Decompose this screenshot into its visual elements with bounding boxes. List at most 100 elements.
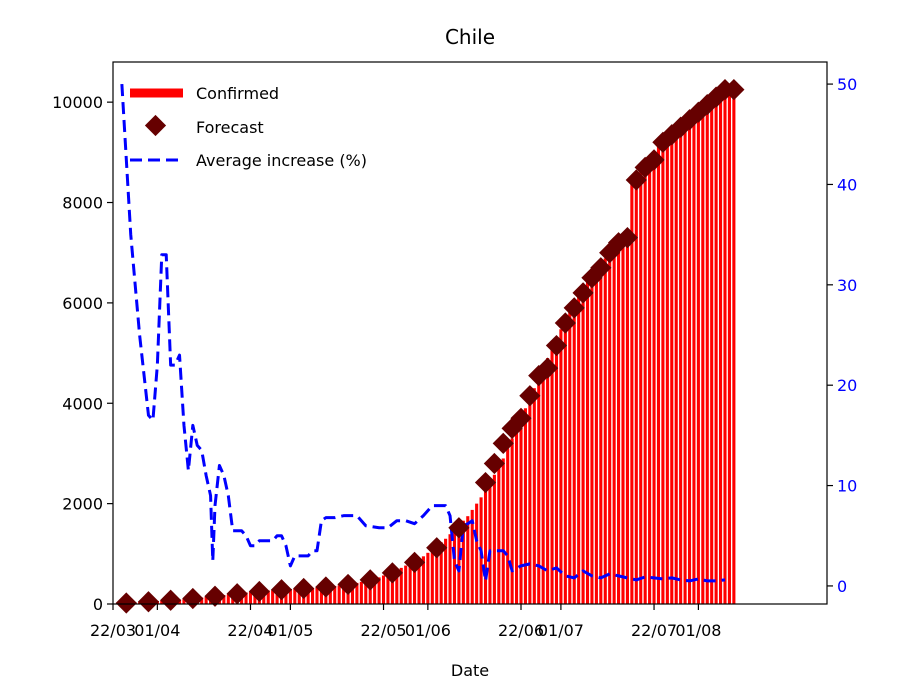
confirmed-bar xyxy=(421,556,425,604)
confirmed-bar xyxy=(364,580,368,604)
confirmed-bar xyxy=(634,175,638,604)
confirmed-bar xyxy=(506,448,510,604)
forecast-point xyxy=(315,576,337,598)
confirmed-bar xyxy=(253,591,257,604)
confirmed-bar xyxy=(661,139,665,605)
confirmed-bar xyxy=(430,549,434,604)
confirmed-bar xyxy=(337,585,341,604)
confirmed-bar xyxy=(222,594,226,604)
confirmed-bar xyxy=(617,242,621,605)
confirmed-bar xyxy=(404,565,408,604)
confirmed-bar xyxy=(377,577,381,604)
forecast-point xyxy=(137,591,160,613)
right-tick-label: 50 xyxy=(837,75,857,94)
forecast-point xyxy=(616,227,639,249)
confirmed-bar xyxy=(612,247,616,604)
confirmed-bar xyxy=(710,102,714,604)
confirmed-bar xyxy=(683,121,687,604)
x-tick-label: 22/03 xyxy=(90,621,136,640)
x-tick-label: 01/08 xyxy=(675,621,721,640)
confirmed-bar xyxy=(714,99,718,604)
confirmed-bar xyxy=(448,534,452,604)
confirmed-bar xyxy=(608,252,612,604)
confirmed-bar xyxy=(204,596,208,604)
forecast-point xyxy=(270,579,293,601)
confirmed-bar xyxy=(674,128,678,604)
left-tick-label: 4000 xyxy=(62,394,103,413)
confirmed-bar xyxy=(546,358,550,604)
confirmed-bar xyxy=(523,408,527,604)
confirmed-bar xyxy=(160,600,164,604)
confirmed-bar xyxy=(577,295,581,604)
confirmed-bar xyxy=(271,590,275,604)
confirmed-bar xyxy=(288,588,292,604)
legend-average-label: Average increase (%) xyxy=(196,151,367,170)
confirmed-bar xyxy=(554,338,559,604)
left-tick-label: 10000 xyxy=(52,93,103,112)
confirmed-bar xyxy=(585,282,590,604)
confirmed-bar xyxy=(426,552,430,604)
confirmed-bar xyxy=(284,589,288,604)
confirmed-bar xyxy=(359,581,363,604)
forecast-point xyxy=(510,407,532,429)
confirmed-bar xyxy=(368,579,372,604)
confirmed-bar xyxy=(643,162,647,604)
x-tick-label: 01/04 xyxy=(134,621,180,640)
confirmed-bar xyxy=(515,428,519,604)
confirmed-bars xyxy=(111,89,736,605)
right-tick-label: 30 xyxy=(837,276,857,295)
confirmed-bar xyxy=(550,348,554,604)
confirmed-bar xyxy=(475,503,479,604)
forecast-point xyxy=(381,562,403,584)
x-tick-label: 01/07 xyxy=(538,621,584,640)
confirmed-bar xyxy=(244,592,248,604)
confirmed-bar xyxy=(461,520,465,604)
x-tick-label: 01/05 xyxy=(267,621,313,640)
forecast-point xyxy=(248,580,270,603)
confirmed-bar xyxy=(452,529,457,604)
confirmed-bar xyxy=(719,97,723,604)
forecast-point xyxy=(426,537,448,559)
forecast-point xyxy=(226,583,248,605)
legend: Confirmed Forecast Average increase (%) xyxy=(130,84,367,170)
confirmed-bar xyxy=(488,482,492,604)
confirmed-bar xyxy=(568,311,572,604)
left-tick-label: 0 xyxy=(93,595,103,614)
confirmed-bar xyxy=(537,378,541,604)
average-increase-line xyxy=(120,83,726,583)
average-increase-path xyxy=(120,83,726,583)
confirmed-bar xyxy=(248,592,253,604)
confirmed-bar xyxy=(492,474,496,604)
confirmed-bar xyxy=(590,275,594,604)
confirmed-bar xyxy=(705,105,709,604)
right-tick-label: 20 xyxy=(837,376,857,395)
confirmed-bar xyxy=(439,542,443,604)
confirmed-bar xyxy=(457,525,461,604)
confirmed-bar xyxy=(723,94,727,605)
confirmed-bar xyxy=(373,578,377,604)
forecast-point xyxy=(115,592,137,614)
right-tick-label: 10 xyxy=(837,477,857,496)
confirmed-bar xyxy=(665,136,669,604)
confirmed-bar xyxy=(563,320,567,604)
confirmed-bar xyxy=(639,169,643,604)
confirmed-bar xyxy=(559,329,563,604)
forecast-point xyxy=(572,282,594,304)
left-axis: 0 2000 4000 6000 8000 10000 xyxy=(52,93,113,614)
confirmed-bar xyxy=(656,145,661,604)
confirmed-bar xyxy=(293,588,297,604)
x-tick-label: 22/07 xyxy=(631,621,677,640)
confirmed-bar xyxy=(342,584,346,604)
confirmed-bar xyxy=(435,545,439,604)
confirmed-bar xyxy=(572,302,576,604)
confirmed-bar xyxy=(200,597,204,604)
confirmed-bar xyxy=(670,132,674,604)
left-tick-label: 2000 xyxy=(62,495,103,514)
confirmed-bar xyxy=(333,585,337,604)
confirmed-bar xyxy=(275,589,279,604)
confirmed-bar xyxy=(648,156,652,604)
x-tick-label: 22/05 xyxy=(360,621,406,640)
forecast-point xyxy=(545,334,568,357)
confirmed-bar xyxy=(701,109,705,605)
